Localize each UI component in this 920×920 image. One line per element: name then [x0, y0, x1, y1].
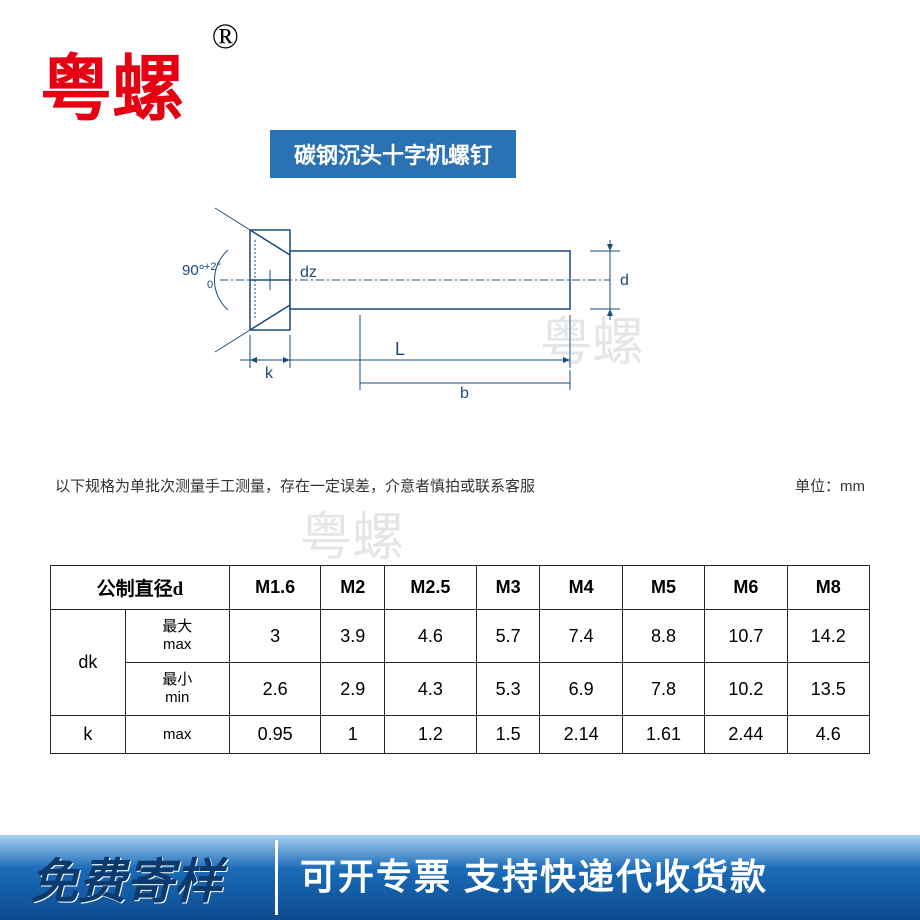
cell: 1.2	[385, 716, 477, 754]
k-group: k	[51, 716, 126, 754]
cell: 7.8	[622, 663, 704, 716]
cell: 10.7	[705, 610, 787, 663]
cell: 5.7	[476, 610, 540, 663]
cell: 3	[229, 610, 321, 663]
cell: 1.61	[622, 716, 704, 754]
dk-min-label: 最小min	[125, 663, 229, 716]
k-label: k	[265, 365, 274, 382]
footer-left-text: 免费寄样	[30, 842, 222, 912]
size-col: M8	[787, 566, 869, 610]
unit-label: 单位：mm	[795, 475, 865, 496]
size-col: M1.6	[229, 566, 321, 610]
angle-tol-bot: 0	[207, 279, 213, 291]
cell: 1	[321, 716, 385, 754]
spec-table: 公制直径d M1.6 M2 M2.5 M3 M4 M5 M6 M8 dk 最大m…	[50, 565, 870, 754]
table-row: 最小min 2.6 2.9 4.3 5.3 6.9 7.8 10.2 13.5	[51, 663, 870, 716]
L-label: L	[395, 339, 405, 359]
cell: 2.14	[540, 716, 622, 754]
cell: 7.4	[540, 610, 622, 663]
angle-label-line1: 90°	[182, 262, 205, 279]
cell: 4.6	[385, 610, 477, 663]
size-col: M5	[622, 566, 704, 610]
cell: 4.3	[385, 663, 477, 716]
brand-logo: 粤螺 ®	[40, 30, 184, 135]
d-label: d	[620, 272, 629, 289]
dz-label: dz	[300, 264, 317, 281]
product-title-bar: 碳钢沉头十字机螺钉	[270, 130, 516, 178]
footer-banner: 免费寄样 可开专票 支持快递代收货款	[0, 820, 920, 920]
table-row: k max 0.95 1 1.2 1.5 2.14 1.61 2.44 4.6	[51, 716, 870, 754]
screw-diagram: 90° +2° 0 dz d k L b	[160, 200, 680, 400]
size-col: M4	[540, 566, 622, 610]
size-col: M2	[321, 566, 385, 610]
cell: 14.2	[787, 610, 869, 663]
registered-mark: ®	[212, 15, 239, 57]
angle-tol-top: +2°	[204, 261, 221, 273]
dk-group: dk	[51, 610, 126, 716]
size-col: M6	[705, 566, 787, 610]
b-label: b	[460, 385, 469, 400]
cell: 2.6	[229, 663, 321, 716]
cell: 10.2	[705, 663, 787, 716]
cell: 13.5	[787, 663, 869, 716]
product-title: 碳钢沉头十字机螺钉	[294, 143, 492, 168]
cell: 5.3	[476, 663, 540, 716]
cell: 1.5	[476, 716, 540, 754]
table-header-row: 公制直径d M1.6 M2 M2.5 M3 M4 M5 M6 M8	[51, 566, 870, 610]
brand-text: 粤螺	[40, 50, 184, 130]
size-col: M2.5	[385, 566, 477, 610]
cell: 6.9	[540, 663, 622, 716]
table-row: dk 最大max 3 3.9 4.6 5.7 7.4 8.8 10.7 14.2	[51, 610, 870, 663]
measurement-note: 以下规格为单批次测量手工测量，存在一定误差，介意者慎拍或联系客服	[55, 475, 535, 496]
size-col: M3	[476, 566, 540, 610]
cell: 4.6	[787, 716, 869, 754]
watermark-2: 粤螺	[300, 495, 404, 570]
cell: 0.95	[229, 716, 321, 754]
cell: 2.44	[705, 716, 787, 754]
cell: 8.8	[622, 610, 704, 663]
footer-right-text: 可开专票 支持快递代收货款	[300, 848, 768, 900]
cell: 3.9	[321, 610, 385, 663]
header-diameter: 公制直径d	[51, 566, 230, 610]
k-max-label: max	[125, 716, 229, 754]
dk-max-label: 最大max	[125, 610, 229, 663]
cell: 2.9	[321, 663, 385, 716]
footer-divider	[275, 840, 278, 915]
